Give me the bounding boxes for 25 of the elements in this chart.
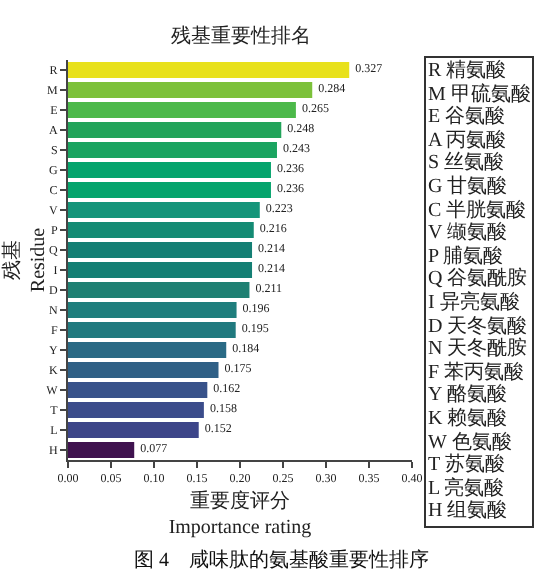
bar — [68, 382, 208, 398]
bar — [68, 282, 250, 298]
bar — [68, 182, 271, 198]
chart-title: 残基重要性排名 — [171, 23, 312, 48]
bar — [68, 342, 227, 358]
x-axis-title: 重要度评分 Importance rating — [168, 489, 312, 540]
bar — [68, 162, 271, 178]
bar — [68, 122, 282, 138]
bar — [68, 262, 253, 278]
bar — [68, 82, 313, 98]
bar — [68, 302, 237, 318]
bar — [68, 242, 253, 258]
bar — [68, 142, 277, 158]
bar — [68, 102, 296, 118]
bar — [68, 222, 254, 238]
bar — [68, 402, 204, 418]
bar — [68, 422, 199, 438]
bar — [68, 202, 260, 218]
bar — [68, 442, 135, 458]
y-axis-title: 残基 Residue — [0, 226, 50, 293]
caption: 图 4 咸味肽的氨基酸重要性排序 — [134, 548, 429, 572]
key-box: R 精氨酸 M 甲硫氨酸 E 谷氨酸 A 丙氨酸 S 丝氨酸 G 甘氨酸 C 半胱氨酸 V 缬氨酸 P 脯氨酸 Q 谷氨酰胺 I 异亮氨酸 D 天冬氨酸 N 天冬酰胺 F 苯丙氨酸 Y 酪氨酸 K 赖氨酸 W 色氨酸 T 苏氨酸 L 亮氨酸 H 组氨酸 — [424, 56, 535, 528]
bar — [68, 322, 236, 338]
bar — [68, 62, 350, 78]
bar — [68, 362, 219, 378]
